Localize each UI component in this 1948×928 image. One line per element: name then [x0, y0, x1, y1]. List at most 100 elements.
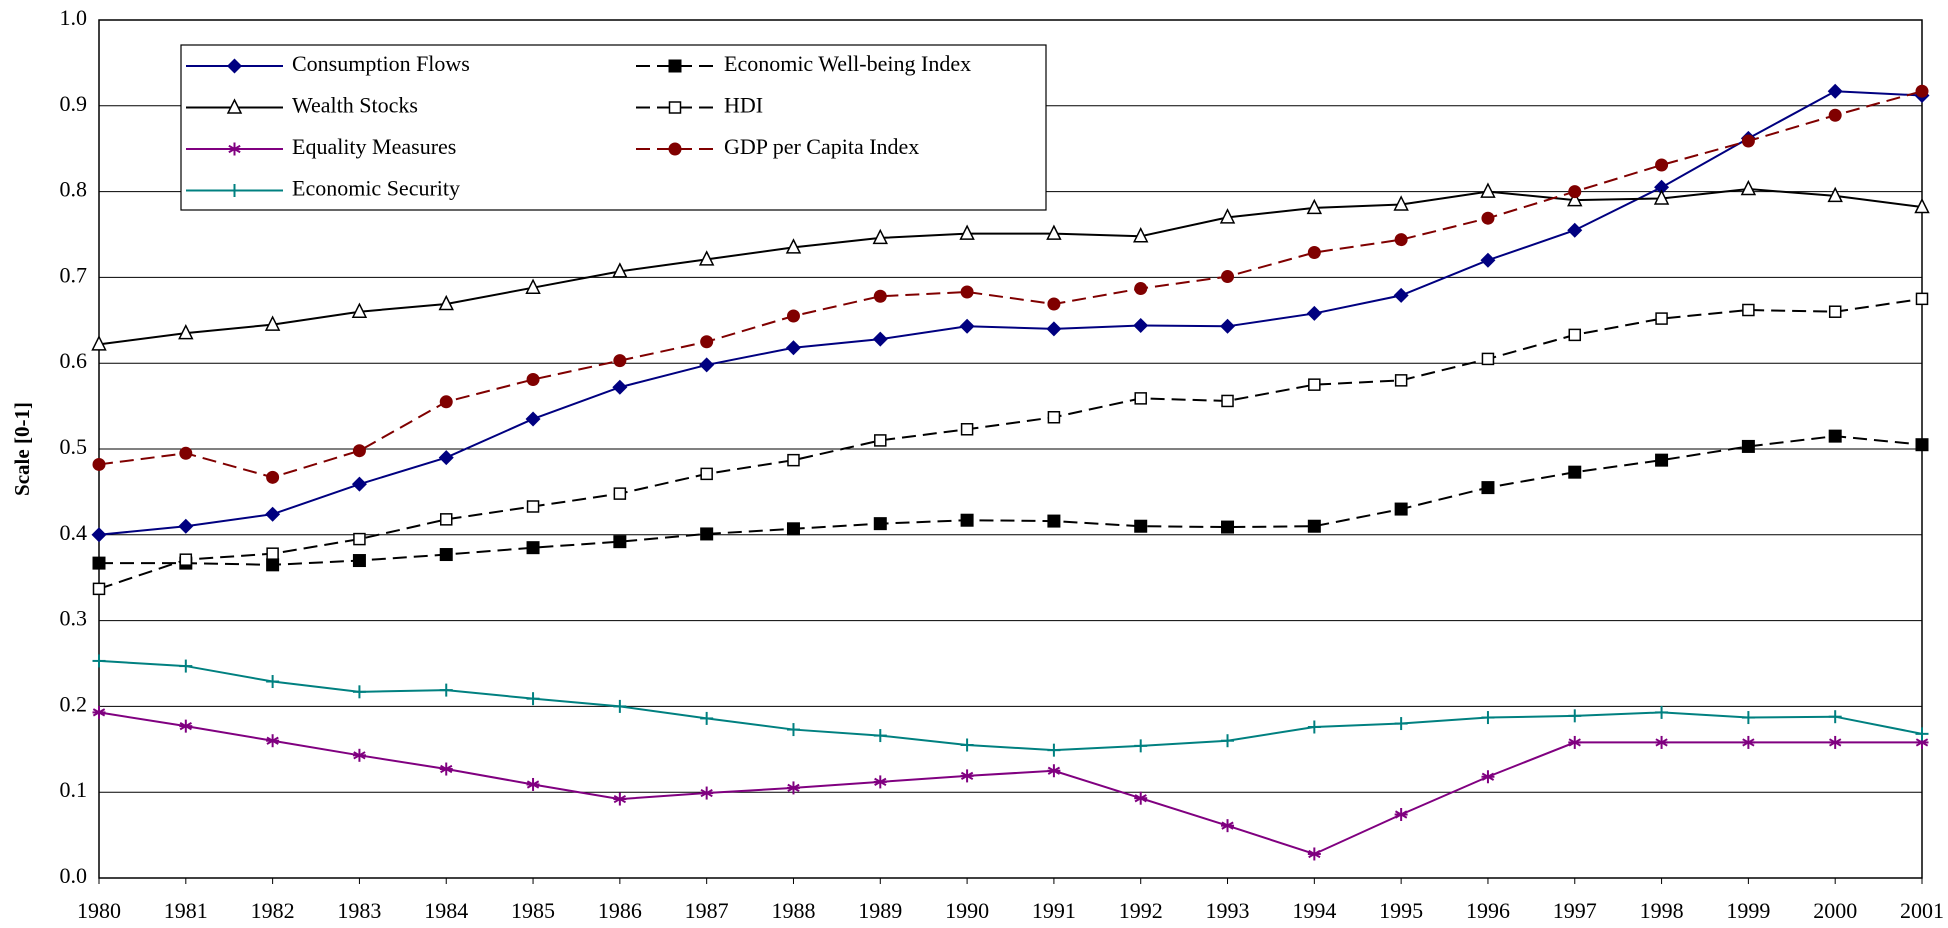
marker-part: [700, 467, 713, 481]
marker-part: [699, 357, 715, 373]
data-point: [1480, 182, 1496, 198]
marker-part: [1828, 305, 1842, 318]
marker-part: [700, 527, 714, 541]
data-point: [786, 781, 800, 795]
y-axis-label: Scale [0-1]: [10, 402, 34, 496]
data-point: [1047, 514, 1061, 528]
data-point: [1915, 292, 1929, 306]
data-point: [1828, 735, 1842, 749]
data-point: [873, 517, 887, 531]
data-point: [439, 762, 453, 776]
marker-part: [613, 535, 627, 549]
data-point: [1307, 720, 1321, 734]
data-point: [179, 719, 193, 733]
data-point: [352, 554, 366, 568]
data-point: [179, 659, 193, 673]
legend-label: Economic Well-being Index: [724, 51, 971, 76]
marker-part: [1655, 312, 1668, 325]
marker-part: [960, 423, 974, 436]
marker-part: [1481, 352, 1495, 366]
data-point: [1306, 198, 1323, 215]
data-point: [872, 331, 888, 347]
marker-part: [960, 285, 974, 299]
y-tick-label: 0.0: [60, 863, 88, 888]
x-tick-label: 1992: [1119, 898, 1163, 923]
x-tick-label: 1988: [771, 898, 815, 923]
data-point: [874, 434, 887, 447]
data-point: [786, 522, 800, 536]
legend-label: HDI: [724, 93, 763, 118]
legend-marker: [227, 58, 242, 74]
x-tick-label: 1990: [945, 898, 989, 923]
marker-part: [1915, 292, 1929, 306]
data-point: [1134, 739, 1148, 753]
x-tick-label: 1981: [164, 898, 208, 923]
marker-part: [1046, 224, 1062, 240]
marker-part: [438, 294, 454, 311]
legend-marker: [668, 142, 682, 156]
data-point: [178, 518, 194, 534]
x-tick-label: 1984: [424, 898, 468, 923]
data-point: [1220, 318, 1236, 334]
marker-part: [1394, 374, 1408, 387]
data-point: [960, 769, 974, 783]
marker-part: [526, 541, 540, 555]
data-point: [785, 340, 801, 356]
data-point: [1221, 520, 1235, 534]
marker-part: [1134, 282, 1148, 296]
data-point: [1655, 158, 1669, 172]
data-point: [873, 289, 887, 303]
marker-part: [612, 379, 628, 395]
series-line: [98, 90, 1923, 536]
data-point: [1394, 717, 1408, 731]
marker-part: [1306, 198, 1323, 215]
marker-part: [1740, 179, 1757, 196]
data-point: [1047, 411, 1061, 424]
data-point: [353, 532, 366, 546]
marker-part: [668, 101, 682, 114]
marker-part: [226, 98, 243, 114]
data-point: [1915, 727, 1929, 741]
data-point: [1655, 453, 1669, 467]
data-point: [266, 734, 280, 748]
data-point: [1221, 819, 1235, 833]
y-tick-label: 0.4: [60, 520, 88, 545]
marker-part: [1568, 185, 1582, 199]
legend-item: Economic Well-being Index: [636, 51, 971, 76]
marker-part: [439, 513, 453, 526]
data-point: [1568, 185, 1582, 199]
marker-part: [959, 224, 975, 240]
legend-marker: [668, 101, 682, 114]
data-point: [613, 699, 627, 713]
marker-part: [1221, 394, 1234, 408]
legend-item: Economic Security: [186, 176, 460, 201]
series-line: [98, 188, 1923, 346]
data-point: [1219, 208, 1236, 224]
data-point: [1393, 195, 1409, 211]
marker-part: [266, 558, 280, 572]
data-point: [92, 582, 106, 596]
data-point: [700, 527, 714, 541]
data-point: [1134, 791, 1148, 805]
marker-part: [1047, 514, 1061, 528]
marker-part: [1307, 246, 1321, 260]
marker-part: [786, 309, 800, 323]
marker-part: [1133, 317, 1149, 333]
x-tick-label: 2000: [1813, 898, 1857, 923]
marker-part: [352, 554, 366, 568]
marker-part: [874, 434, 887, 447]
x-tick-label: 1999: [1726, 898, 1770, 923]
marker-part: [91, 527, 107, 543]
data-point: [786, 309, 800, 323]
marker-part: [179, 553, 193, 566]
marker-part: [1827, 83, 1843, 99]
data-point: [787, 453, 800, 467]
data-point: [612, 262, 628, 278]
data-point: [1742, 303, 1755, 317]
marker-part: [1134, 519, 1148, 533]
data-point: [1134, 282, 1148, 296]
data-point: [1914, 197, 1930, 214]
data-point: [1828, 429, 1842, 443]
x-tick-label: 1993: [1206, 898, 1250, 923]
